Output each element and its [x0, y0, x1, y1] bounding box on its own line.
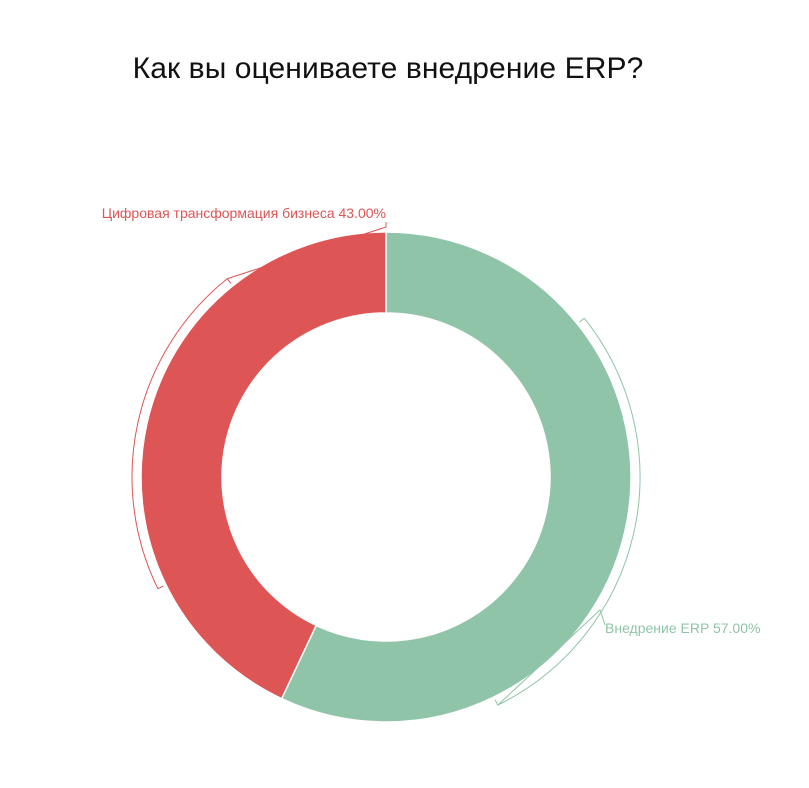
slice-внедрение-erp[interactable] [280, 231, 632, 723]
leader-line-внедрение-erp [497, 609, 606, 706]
chart-title: Как вы оцениваете внедрение ERP? [132, 52, 644, 85]
bracket-внедрение-erp [494, 317, 641, 706]
slice-label-внедрение-erp: Внедрение ERP 57.00% [605, 620, 760, 636]
leader-line-цифровая-трансформация-бизнеса [227, 222, 387, 280]
chart-slices [140, 231, 632, 723]
chart-labels: Внедрение ERP 57.00% Цифровая трансформац… [102, 205, 761, 636]
bracket-цифровая-трансформация-бизнеса [131, 278, 232, 590]
slice-label-цифровая-трансформация-бизнеса: Цифровая трансформация бизнеса 43.00% [102, 205, 386, 221]
chart-leader-lines [131, 222, 641, 706]
slice-цифровая-трансформация-бизнеса[interactable] [140, 231, 387, 700]
